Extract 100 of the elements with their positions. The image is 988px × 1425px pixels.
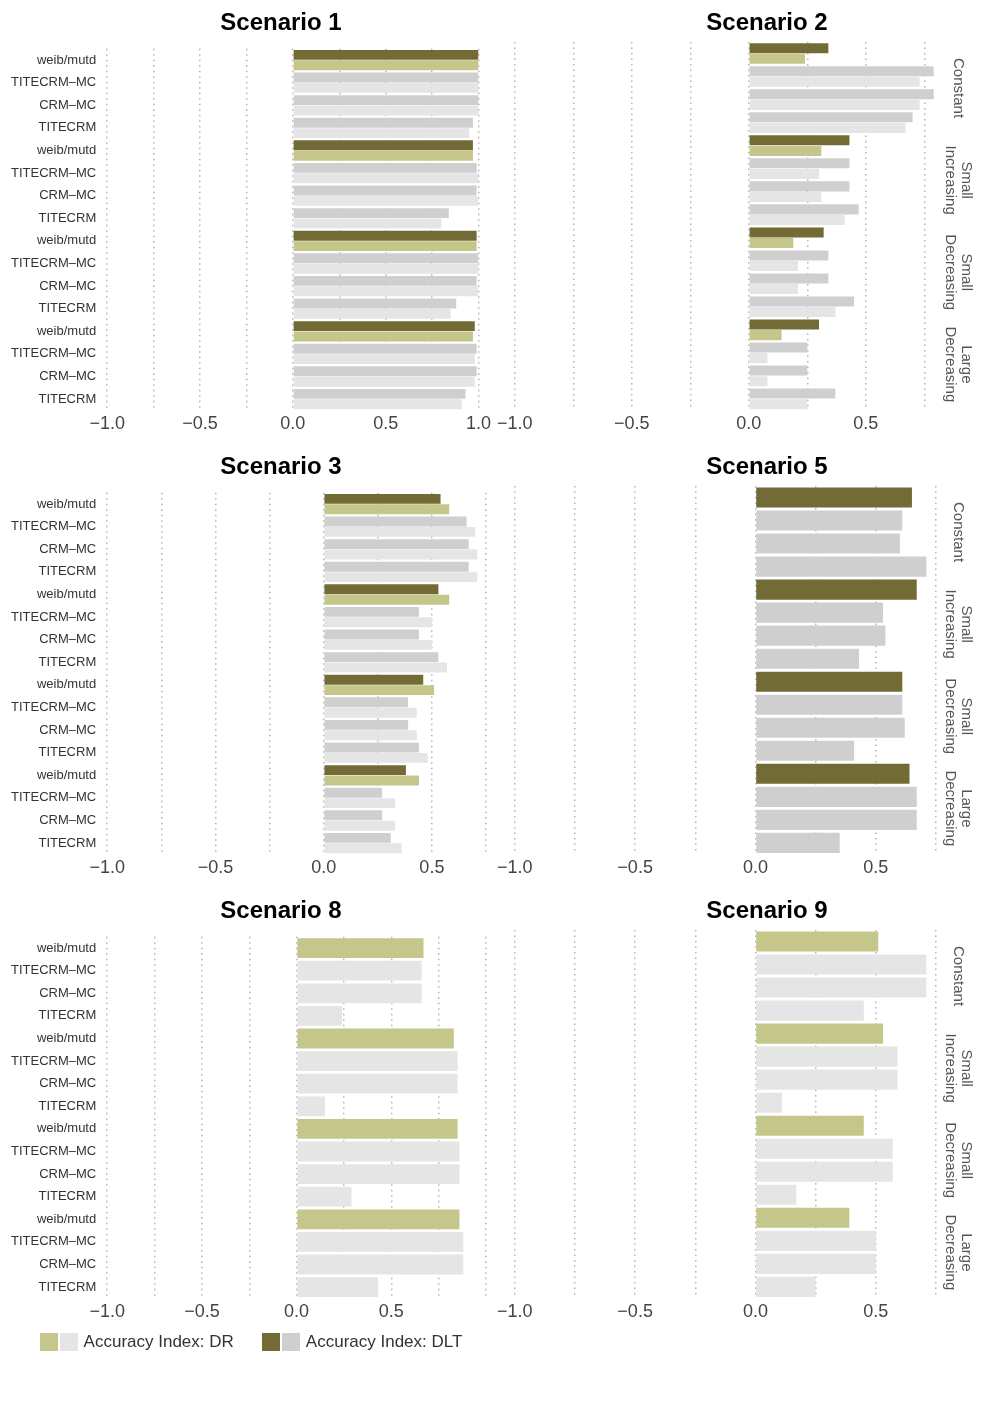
y-tick-label: TITECRM–MC xyxy=(11,255,97,271)
y-tick-label: TITECRM xyxy=(38,834,97,850)
bar xyxy=(293,72,479,83)
bar xyxy=(293,60,479,71)
bar xyxy=(293,263,479,274)
bar xyxy=(293,275,477,286)
x-tick-label: −0.5 xyxy=(197,857,234,878)
bar xyxy=(324,810,383,821)
x-tick-label: 0.0 xyxy=(742,1301,768,1322)
bar xyxy=(293,208,449,219)
y-tick-label: CRM–MC xyxy=(39,1165,97,1181)
y-tick-label: weib/mutd xyxy=(35,766,97,782)
text: Small Increasing xyxy=(942,589,976,659)
bar xyxy=(324,493,441,504)
bar xyxy=(293,331,473,342)
y-tick-label: weib/mutd xyxy=(35,322,97,338)
bar xyxy=(749,112,913,123)
text: Large Decreasing xyxy=(942,326,976,403)
bar xyxy=(293,253,479,264)
bar xyxy=(749,353,768,364)
bar xyxy=(749,122,906,133)
bar xyxy=(293,388,466,399)
x-tick-label: −1.0 xyxy=(89,413,125,434)
bar xyxy=(749,319,819,330)
bar xyxy=(756,1161,893,1182)
bar xyxy=(293,399,462,410)
x-tick-label: 0.5 xyxy=(373,413,399,434)
bar xyxy=(756,1184,797,1205)
bar xyxy=(297,1051,458,1071)
bar xyxy=(324,674,424,685)
bar xyxy=(297,1209,460,1230)
x-tick-label: 0.5 xyxy=(863,1301,889,1322)
bar xyxy=(324,765,406,776)
bar xyxy=(756,1207,850,1228)
bar xyxy=(749,227,824,238)
bar xyxy=(756,533,900,554)
chart-title: Scenario 2 xyxy=(705,8,829,37)
x-tick-label: 0.0 xyxy=(742,857,768,878)
y-tick-label: TITECRM xyxy=(38,563,97,579)
bar xyxy=(293,321,475,332)
bar xyxy=(756,1092,782,1113)
x-tick-label: 0.0 xyxy=(284,1301,310,1322)
bar xyxy=(749,296,855,307)
bar xyxy=(297,1232,464,1252)
x-tick-label: −0.5 xyxy=(184,1301,220,1322)
x-tick-label: −0.5 xyxy=(614,413,650,434)
y-tick-label: TITECRM xyxy=(38,119,97,135)
bar xyxy=(324,820,396,831)
y-tick-label: TITECRM–MC xyxy=(11,608,97,624)
text: Small Decreasing xyxy=(942,1122,976,1199)
bar xyxy=(749,135,850,146)
x-tick-label: −1.0 xyxy=(89,857,125,878)
bar xyxy=(749,89,934,100)
x-tick-label: −1.0 xyxy=(496,1301,533,1322)
bar xyxy=(293,49,479,60)
chart-title: Scenario 1 xyxy=(219,8,343,37)
y-tick-label: weib/mutd xyxy=(35,142,97,158)
x-tick-label: −1.0 xyxy=(496,857,533,878)
y-tick-label: CRM–MC xyxy=(39,631,97,647)
y-tick-label: weib/mutd xyxy=(35,51,97,67)
bar xyxy=(324,606,419,617)
text: Small Increasing xyxy=(942,145,976,215)
bar xyxy=(756,1115,864,1136)
bar xyxy=(297,1073,458,1094)
x-tick-label: 0.0 xyxy=(280,413,306,434)
bar xyxy=(749,145,822,156)
bar xyxy=(749,43,829,54)
y-tick-label: TITECRM xyxy=(38,1097,97,1113)
bar xyxy=(749,158,850,169)
y-tick-label: TITECRM–MC xyxy=(11,74,97,90)
bar xyxy=(324,787,383,798)
bar xyxy=(293,298,457,309)
y-tick-label: TITECRM–MC xyxy=(11,1052,97,1068)
bar xyxy=(756,1276,816,1297)
bar xyxy=(756,931,879,952)
x-tick-label: −0.5 xyxy=(182,413,218,434)
y-tick-label: CRM–MC xyxy=(39,721,97,737)
bar xyxy=(756,717,905,738)
bar xyxy=(324,662,448,673)
chart-title: Scenario 9 xyxy=(705,896,829,925)
bar xyxy=(293,218,442,229)
y-tick-label: TITECRM–MC xyxy=(11,1233,97,1249)
bar xyxy=(324,730,417,741)
bar xyxy=(756,763,910,784)
bar xyxy=(756,977,927,998)
y-tick-label: TITECRM–MC xyxy=(11,1143,97,1159)
y-tick-label: CRM–MC xyxy=(39,187,97,203)
x-tick-label: 0.5 xyxy=(853,413,879,434)
text: Constant xyxy=(950,502,968,563)
bar xyxy=(749,273,829,284)
bar xyxy=(293,95,479,106)
bar xyxy=(293,308,451,319)
text: Constant xyxy=(950,58,968,119)
bar xyxy=(324,707,417,718)
bar xyxy=(293,343,477,354)
bar xyxy=(749,307,836,318)
bar xyxy=(297,1096,326,1117)
bar xyxy=(324,652,439,663)
y-tick-label: TITECRM–MC xyxy=(11,518,97,534)
bar xyxy=(297,1141,460,1162)
